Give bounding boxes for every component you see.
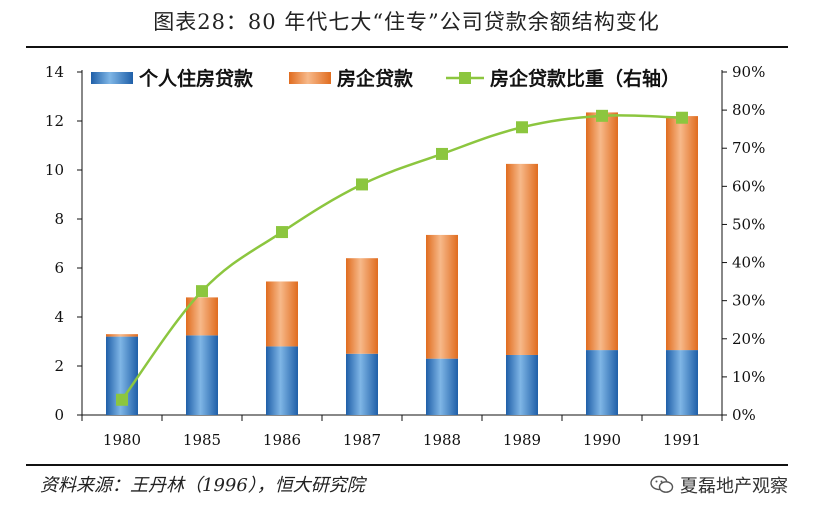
- x-tick-label: 1985: [183, 431, 221, 449]
- right-tick-label: 60%: [732, 177, 765, 195]
- legend-swatch-developer: [289, 72, 331, 84]
- share-point: [356, 178, 368, 191]
- right-tick-label: 30%: [732, 292, 765, 310]
- share-point: [116, 393, 128, 406]
- share-point: [596, 109, 608, 122]
- right-tick-label: 20%: [732, 330, 765, 348]
- line-group: [116, 109, 688, 406]
- x-tick-label: 1988: [423, 431, 461, 449]
- top-rule: [26, 46, 788, 48]
- x-tick-label: 1991: [663, 431, 701, 449]
- source-note: 资料来源：王丹林（1996），恒大研究院: [40, 475, 365, 496]
- right-tick-label: 80%: [732, 101, 765, 119]
- bar-developer-loan: [666, 116, 698, 351]
- watermark: 夏磊地产观察: [650, 472, 788, 498]
- share-point: [276, 226, 288, 239]
- share-point: [436, 147, 448, 160]
- x-tick-label: 1986: [263, 431, 301, 449]
- bars-group: [106, 112, 698, 415]
- x-tick-label: 1990: [583, 431, 621, 449]
- chart-title: 图表28：80 年代七大“住专”公司贷款余额结构变化: [153, 10, 660, 34]
- bar-housing-loan: [346, 353, 378, 415]
- left-tick-label: 14: [45, 63, 64, 81]
- left-tick-label: 6: [54, 259, 64, 277]
- legend-label-share: 房企贷款比重（右轴）: [490, 67, 680, 90]
- x-tick-label: 1989: [503, 431, 541, 449]
- legend-label-housing: 个人住房贷款: [138, 67, 254, 90]
- bottom-rule: [26, 464, 788, 466]
- share-point: [196, 285, 208, 298]
- left-tick-label: 8: [54, 210, 64, 228]
- left-tick-label: 10: [45, 161, 64, 179]
- bar-developer-loan: [346, 258, 378, 354]
- left-tick-label: 0: [54, 406, 64, 424]
- bar-housing-loan: [426, 358, 458, 415]
- bar-developer-loan: [506, 163, 538, 355]
- bar-housing-loan: [666, 350, 698, 415]
- right-tick-label: 70%: [732, 139, 765, 157]
- legend: 个人住房贷款 房企贷款 房企贷款比重（右轴）: [91, 67, 680, 90]
- right-tick-label: 90%: [732, 63, 765, 81]
- bar-developer-loan: [426, 234, 458, 359]
- right-tick-label: 40%: [732, 254, 765, 272]
- bar-developer-loan: [586, 112, 618, 351]
- bar-developer-loan: [266, 281, 298, 347]
- watermark-text: 夏磊地产观察: [680, 476, 788, 497]
- x-tick-label: 1980: [103, 431, 141, 449]
- right-tick-label: 10%: [732, 368, 765, 386]
- legend-label-developer: 房企贷款: [337, 67, 414, 90]
- bar-housing-loan: [266, 346, 298, 415]
- legend-swatch-housing: [91, 72, 133, 84]
- bar-housing-loan: [186, 335, 218, 415]
- bar-developer-loan: [106, 334, 138, 337]
- bar-housing-loan: [506, 354, 538, 415]
- legend-swatch-share-marker: [459, 72, 471, 84]
- wechat-icon: [650, 475, 674, 493]
- x-tick-label: 1987: [343, 431, 381, 449]
- left-tick-label: 12: [45, 112, 64, 130]
- left-tick-label: 4: [54, 308, 64, 326]
- bar-housing-loan: [586, 350, 618, 415]
- right-tick-label: 0%: [732, 406, 756, 424]
- share-point: [516, 121, 528, 134]
- share-point: [676, 111, 688, 124]
- axes-group: 0 2 4 6 8 10 12 14 0% 10% 20% 30% 40% 50% 60% 70% 80% 90%…: [45, 63, 765, 449]
- left-tick-label: 2: [54, 357, 64, 375]
- right-tick-label: 50%: [732, 215, 765, 233]
